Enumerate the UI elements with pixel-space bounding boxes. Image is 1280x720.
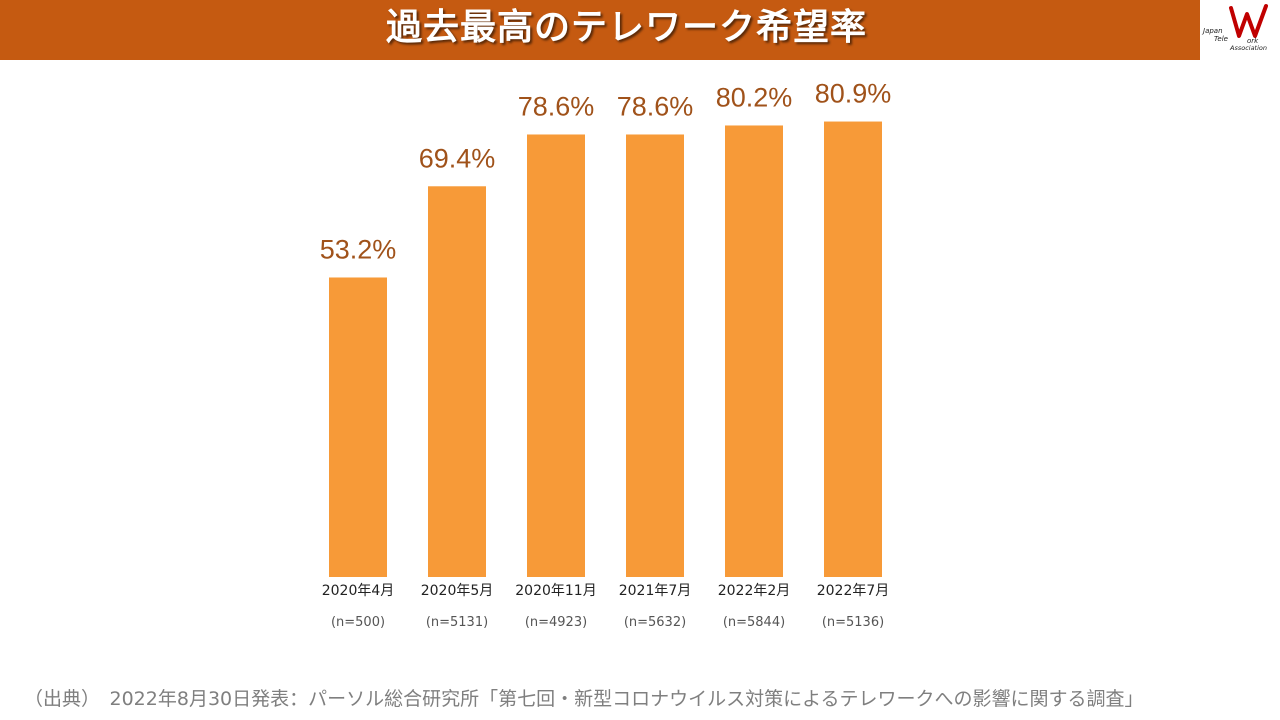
value-label-2: 78.6%	[518, 91, 595, 121]
bar-3	[626, 134, 684, 577]
association-logo: Japan Tele ork Association	[1200, 0, 1280, 60]
category-label-2: 2020年11月	[515, 583, 596, 599]
category-label-5: 2022年7月	[817, 583, 890, 599]
bar-2	[527, 134, 585, 577]
category-label-3: 2021年7月	[619, 583, 692, 599]
sample-size-label-1: (n=5131)	[426, 615, 488, 630]
bar-4	[725, 125, 783, 577]
bar-5	[824, 121, 882, 578]
source-note: （出典） 2022年8月30日発表：パーソル総合研究所「第七回・新型コロナウイル…	[24, 688, 1144, 710]
category-label-0: 2020年4月	[322, 583, 395, 599]
value-label-1: 69.4%	[419, 143, 496, 173]
bar-0	[329, 277, 387, 577]
sample-size-label-2: (n=4923)	[525, 615, 587, 630]
logo-text-1: Japan	[1201, 27, 1223, 35]
logo-text-3: ork	[1247, 37, 1259, 45]
value-label-3: 78.6%	[617, 91, 694, 121]
sample-size-label-5: (n=5136)	[822, 615, 884, 630]
page-title: 過去最高のテレワーク希望率	[385, 7, 867, 48]
sample-size-label-0: (n=500)	[331, 615, 385, 630]
logo-text-4: Association	[1229, 44, 1267, 52]
sample-size-label-4: (n=5844)	[723, 615, 785, 630]
title-banner	[0, 0, 1200, 60]
category-label-4: 2022年2月	[718, 583, 791, 599]
logo-text-2: Tele	[1214, 35, 1228, 43]
value-label-0: 53.2%	[320, 234, 397, 264]
association-logo-mark: Japan Tele ork Association	[1201, 4, 1268, 52]
sample-size-label-3: (n=5632)	[624, 615, 686, 630]
bar-1	[428, 186, 486, 577]
category-label-1: 2020年5月	[421, 583, 494, 599]
bar-chart: 53.2% 2020年4月 (n=500) 69.4% 2020年5月 (n=5131) 7…	[320, 79, 892, 630]
value-label-4: 80.2%	[716, 82, 793, 112]
value-label-5: 80.9%	[815, 79, 892, 109]
